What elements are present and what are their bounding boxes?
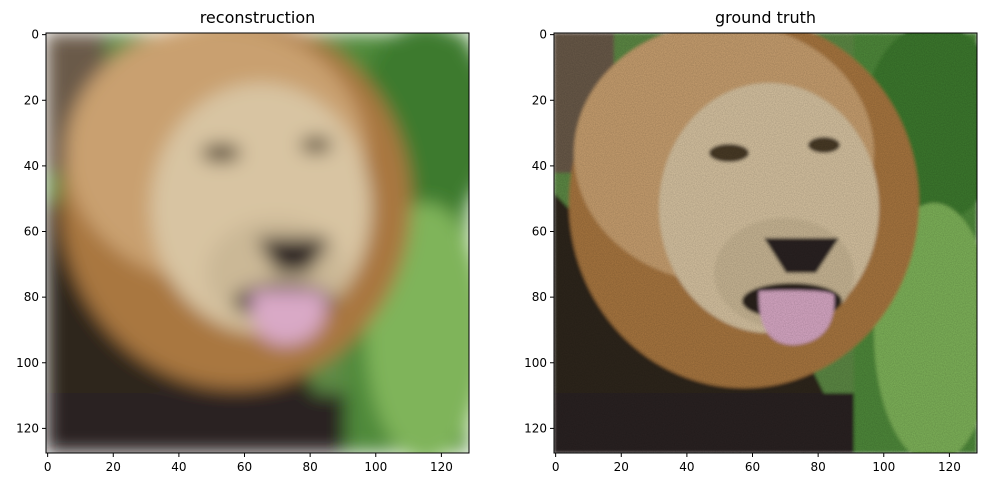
x-tick-label: 40	[679, 460, 694, 474]
x-tick-label: 80	[303, 460, 318, 474]
panel-ground-truth: ground truth 0 20 40 60 80 100 120 0 20 40 60 80 10…	[524, 8, 978, 474]
y-tick-label: 60	[24, 225, 39, 239]
x-tick-label: 120	[938, 460, 961, 474]
y-axis: 0 20 40 60 80 100 120	[524, 28, 554, 435]
y-tick-label: 100	[16, 356, 39, 370]
x-tick-label: 20	[106, 460, 121, 474]
x-tick-label: 80	[811, 460, 826, 474]
x-tick-label: 20	[614, 460, 629, 474]
x-tick-label: 0	[552, 460, 560, 474]
panel-title: reconstruction	[200, 8, 316, 27]
y-tick-label: 120	[16, 421, 39, 435]
y-tick-label: 80	[532, 290, 547, 304]
x-tick-label: 120	[430, 460, 453, 474]
x-tick-label: 100	[872, 460, 895, 474]
reconstruction-image	[46, 33, 469, 453]
y-tick-label: 40	[24, 159, 39, 173]
y-tick-label: 100	[524, 356, 547, 370]
y-tick-label: 120	[524, 421, 547, 435]
panel-title: ground truth	[715, 8, 816, 27]
y-tick-label: 20	[24, 93, 39, 107]
ground-truth-image	[554, 33, 977, 453]
x-tick-label: 60	[745, 460, 760, 474]
y-tick-label: 20	[532, 93, 547, 107]
y-tick-label: 80	[24, 290, 39, 304]
panel-reconstruction: reconstruction 0 20 40 60 80 100 120 0 20 40 60 80…	[16, 8, 470, 474]
axes-frame	[45, 32, 470, 454]
x-tick-label: 40	[171, 460, 186, 474]
y-tick-label: 40	[532, 159, 547, 173]
x-axis: 0 20 40 60 80 100 120	[44, 453, 453, 474]
axes-frame	[553, 32, 978, 454]
x-tick-label: 60	[237, 460, 252, 474]
x-tick-label: 100	[364, 460, 387, 474]
y-axis: 0 20 40 60 80 100 120	[16, 28, 46, 435]
x-axis: 0 20 40 60 80 100 120	[552, 453, 961, 474]
y-tick-label: 0	[539, 28, 547, 42]
y-tick-label: 0	[31, 28, 39, 42]
x-tick-label: 0	[44, 460, 52, 474]
y-tick-label: 60	[532, 225, 547, 239]
